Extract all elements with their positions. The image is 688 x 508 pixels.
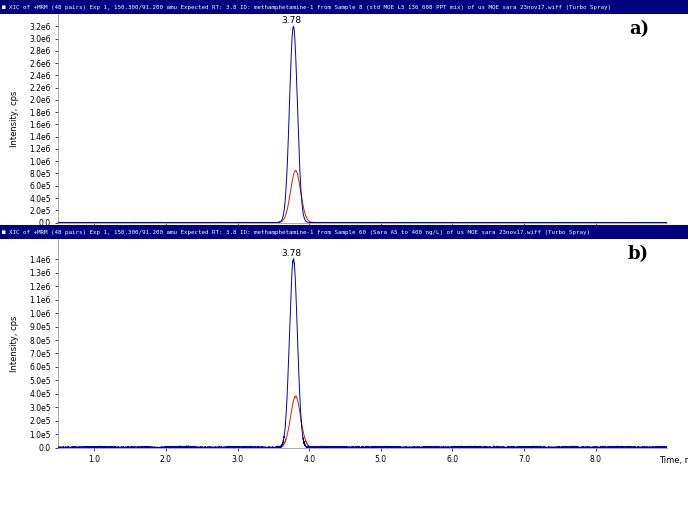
Y-axis label: Intensity, cps: Intensity, cps: [10, 315, 19, 371]
Text: 3.78: 3.78: [281, 248, 301, 258]
Text: b): b): [628, 245, 649, 264]
Text: ■ XIC of +MRM (48 pairs) Exp 1, 150.300/91.200 amu Expected RT: 3.8 ID: methamph: ■ XIC of +MRM (48 pairs) Exp 1, 150.300/…: [2, 4, 611, 10]
X-axis label: Time, min: Time, min: [658, 456, 688, 465]
Text: 3.78: 3.78: [281, 16, 301, 24]
Text: a): a): [629, 20, 649, 39]
Y-axis label: Intensity, cps: Intensity, cps: [10, 90, 19, 146]
X-axis label: Time, min: Time, min: [658, 231, 688, 240]
Text: ■ XIC of +MRM (48 pairs) Exp 1, 150.300/91.200 amu Expected RT: 3.8 ID: methamph: ■ XIC of +MRM (48 pairs) Exp 1, 150.300/…: [2, 230, 590, 235]
